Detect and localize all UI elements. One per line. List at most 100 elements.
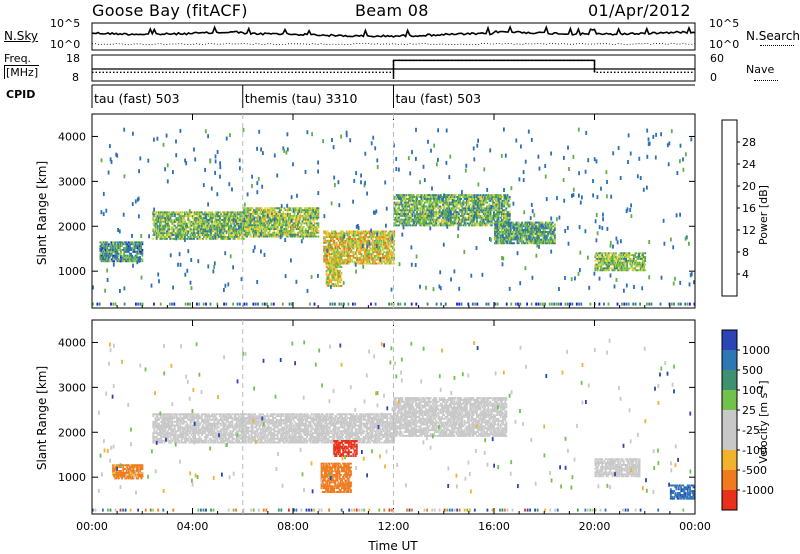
data-cell — [189, 236, 192, 238]
data-cell — [422, 205, 425, 208]
data-cell — [161, 213, 164, 216]
data-cell — [104, 256, 106, 259]
data-cell — [159, 211, 161, 214]
data-cell — [195, 217, 198, 219]
data-cell — [504, 221, 507, 224]
data-cell — [223, 228, 226, 231]
data-cell — [275, 235, 278, 238]
data-cell — [258, 209, 261, 212]
data-cell — [283, 230, 286, 232]
data-cell — [499, 203, 502, 206]
data-cell — [268, 211, 271, 213]
data-cell — [498, 207, 501, 210]
data-cell — [389, 262, 392, 265]
data-cell — [326, 262, 329, 265]
data-cell — [131, 243, 134, 246]
data-cell — [327, 285, 330, 287]
data-cell — [441, 215, 443, 217]
data-cell — [340, 262, 343, 265]
data-cell — [240, 215, 243, 218]
data-cell — [299, 235, 302, 238]
data-cell — [271, 224, 273, 227]
data-cell — [257, 226, 260, 229]
data-cell — [469, 220, 472, 223]
data-cell — [198, 220, 201, 223]
data-cell — [202, 237, 204, 240]
data-cell — [491, 201, 494, 204]
data-cell — [410, 198, 413, 200]
data-cell — [311, 209, 314, 212]
data-cell — [309, 218, 312, 221]
data-cell — [480, 196, 483, 198]
data-cell — [354, 241, 357, 244]
data-cell — [476, 220, 478, 223]
data-cell — [333, 234, 336, 237]
data-cell — [469, 222, 472, 225]
data-cell — [433, 203, 435, 206]
data-cell — [516, 242, 519, 245]
data-cell — [325, 258, 328, 261]
data-cell — [380, 260, 383, 263]
data-cell — [541, 234, 544, 237]
data-cell — [469, 196, 472, 198]
data-cell — [482, 216, 485, 219]
data-cell — [344, 260, 347, 263]
data-cell — [326, 230, 329, 233]
data-cell — [100, 241, 103, 244]
data-cell — [205, 213, 208, 216]
data-cell — [500, 207, 503, 210]
data-cell — [525, 223, 528, 226]
data-cell — [635, 256, 638, 258]
data-cell — [594, 256, 597, 258]
data-cell — [181, 211, 184, 214]
data-cell — [523, 242, 526, 245]
data-cell — [130, 260, 132, 263]
data-cell — [530, 221, 533, 224]
data-cell — [122, 260, 125, 263]
data-cell — [275, 224, 278, 227]
data-cell — [250, 220, 253, 223]
data-cell — [158, 219, 160, 221]
data-cell — [638, 256, 641, 258]
data-cell — [639, 265, 642, 268]
data-cell — [441, 218, 443, 221]
data-cell — [128, 258, 131, 261]
data-cell — [349, 260, 352, 263]
data-cell — [482, 222, 485, 225]
data-cell — [404, 222, 407, 225]
data-cell — [265, 235, 268, 238]
data-cell — [384, 230, 387, 233]
data-cell — [553, 242, 556, 245]
data-cell — [202, 217, 204, 219]
data-cell — [505, 203, 508, 206]
data-cell — [385, 247, 388, 250]
data-cell — [173, 224, 176, 227]
data-cell — [158, 217, 160, 219]
data-cell — [284, 222, 287, 225]
data-cell — [379, 238, 382, 240]
data-cell — [503, 203, 506, 206]
data-cell — [269, 207, 272, 210]
data-cell — [219, 224, 221, 227]
data-cell — [199, 237, 202, 240]
data-cell — [333, 232, 336, 235]
data-cell — [413, 207, 416, 210]
data-cell — [363, 234, 366, 237]
data-cell — [324, 239, 327, 242]
data-cell — [464, 201, 467, 204]
data-cell — [163, 220, 166, 223]
data-cell — [309, 233, 312, 236]
data-cell — [119, 241, 122, 244]
data-cell — [461, 220, 464, 223]
data-cell — [217, 226, 220, 229]
data-cell — [315, 231, 317, 234]
data-cell — [232, 236, 235, 238]
data-cell — [303, 213, 306, 215]
data-cell — [594, 263, 597, 266]
data-cell — [479, 215, 482, 217]
data-cell — [517, 225, 520, 228]
data-cell — [499, 211, 502, 214]
data-cell — [328, 249, 331, 252]
data-cell — [375, 241, 378, 244]
data-cell — [455, 211, 458, 214]
